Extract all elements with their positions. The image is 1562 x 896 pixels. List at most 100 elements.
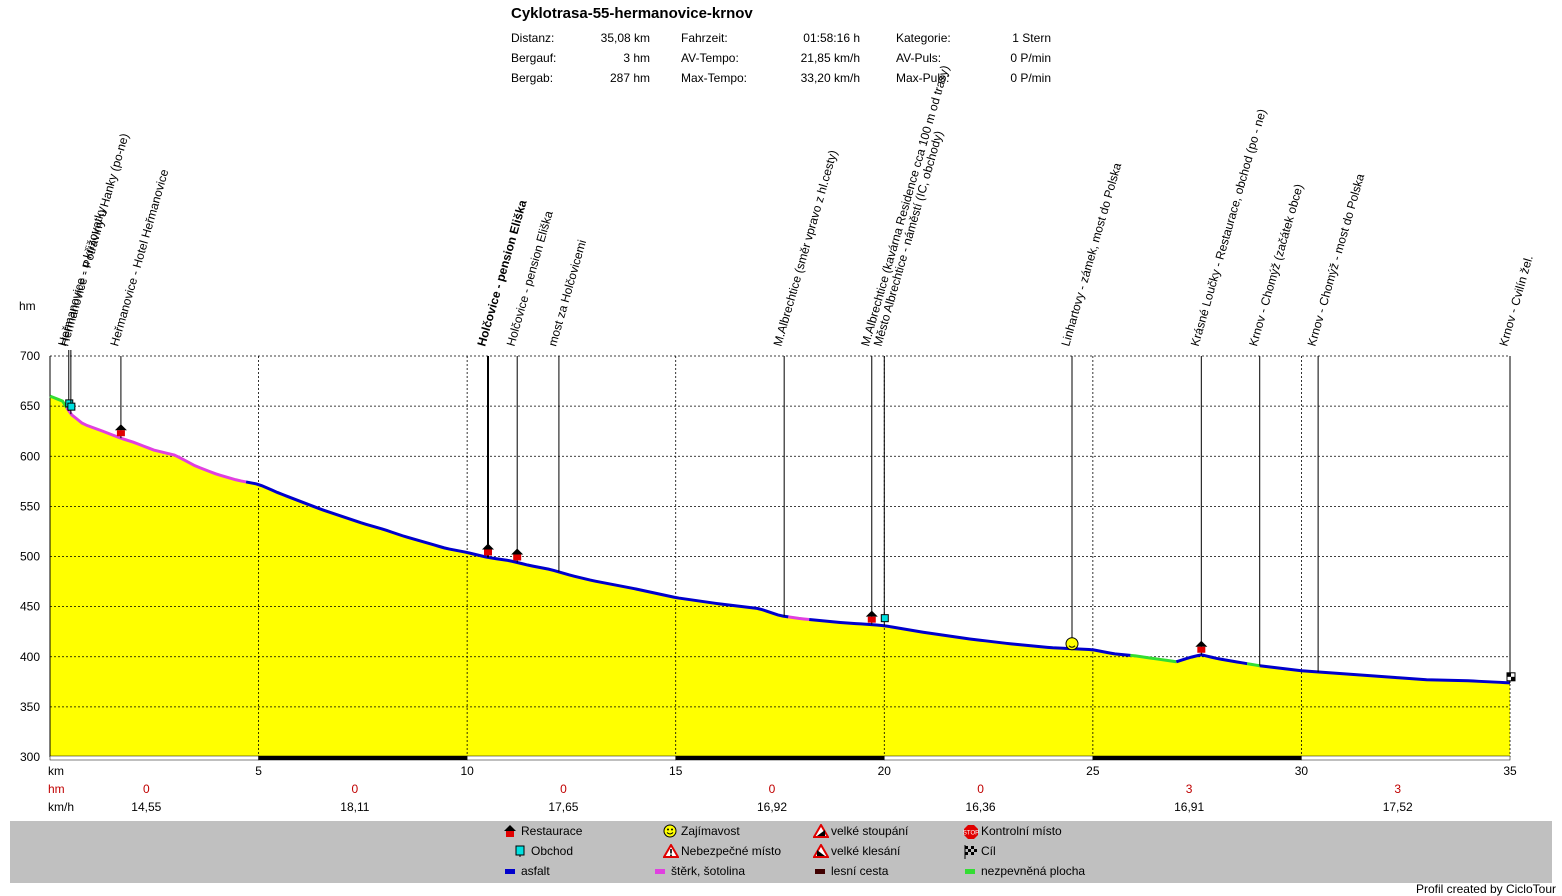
profile-line-segment: [809, 617, 1131, 657]
warning-icon: [663, 844, 679, 858]
segment-hm-value: 3: [1186, 782, 1193, 796]
segment-kmh-value: 17,65: [548, 800, 578, 814]
y-tick-label: 550: [20, 499, 40, 513]
segment-hm-value: 0: [143, 782, 150, 796]
y-tick-label: 350: [20, 700, 40, 714]
legend-item-unpaved: nezpevněná plocha: [965, 864, 1085, 878]
profile-line-segment: [1246, 662, 1260, 668]
y-tick-label: 700: [20, 349, 40, 363]
shop-icon-body: [880, 614, 889, 623]
legend-item-gravel: štěrk, šotolina: [655, 864, 745, 878]
stat-label-avg-pulse: AV-Puls:: [896, 51, 942, 65]
hm-row-label: hm: [48, 782, 65, 796]
restaurant-icon-roof: [114, 424, 127, 431]
kmh-row-label: km/h: [48, 800, 74, 814]
restaurant-icon-roof: [865, 610, 878, 617]
x-axis-label: km: [48, 764, 64, 778]
profile-line-segment: [1130, 653, 1177, 664]
segment-kmh-value: 16,92: [757, 800, 787, 814]
profile-line-segment: [65, 406, 247, 484]
smiley-icon-face: [1065, 637, 1079, 651]
legend-item-asphalt: asfalt: [505, 864, 550, 878]
waypoint-label: Krnov - Chomýž - most do Polska: [1305, 172, 1368, 348]
steep-climb-icon: [813, 824, 829, 838]
stat-value-max-speed: 33,20 km/h: [800, 71, 860, 85]
restaurace-marker-icon: [865, 610, 878, 623]
steep-descent-icon: [813, 844, 829, 858]
stop-sign-icon: STOP: [963, 825, 979, 839]
zajímavost-marker-icon: [1065, 637, 1079, 651]
waypoint-label: Linhartovy - zámek, most do Polska: [1058, 161, 1124, 348]
x-tick-label: 10: [460, 764, 474, 778]
restaurace-marker-icon: [1195, 640, 1208, 653]
restaurace-marker-icon: [482, 543, 494, 556]
segment-kmh-value: 18,11: [340, 800, 369, 814]
finish-flag-check: [1511, 676, 1515, 681]
waypoint-label: Krnov - Cvilín žel.: [1496, 254, 1535, 348]
y-tick-label: 600: [20, 449, 40, 463]
finish-flag-check: [1507, 672, 1511, 677]
restaurant-icon-roof: [511, 548, 524, 555]
legend-item-finish: Cíl: [964, 844, 996, 859]
segment-hm-value: 3: [1394, 782, 1401, 796]
x-tick-label: 20: [878, 764, 892, 778]
legend-item-steep-descent: velké klesání: [813, 844, 900, 858]
profile-line-segment: [788, 615, 810, 621]
waypoint-label: Krnov - Chomýž (začátek obce): [1246, 182, 1306, 347]
legend-item-restaurant: Restaurace: [504, 824, 582, 838]
restaurant-icon: [504, 825, 516, 837]
segment-hm-value: 0: [352, 782, 359, 796]
stat-label-category: Kategorie:: [896, 31, 951, 45]
restaurant-icon-roof: [482, 543, 494, 550]
obchod-marker-icon: [880, 614, 889, 623]
profile-line-segment: [1259, 664, 1511, 685]
restaurant-icon-body: [1197, 646, 1206, 653]
segment-kmh-value: 16,91: [1174, 800, 1204, 814]
smiley-icon-mouth: [1068, 645, 1076, 648]
chart-title: Cyklotrasa-55-hermanovice-krnov: [511, 5, 753, 22]
restaurant-icon-body: [867, 616, 876, 623]
waypoint-label: Heřmanovice - Hotel Heřmanovice: [107, 167, 171, 347]
y-tick-label: 400: [20, 650, 40, 664]
restaurant-icon-body: [116, 430, 125, 437]
shop-icon: [515, 845, 525, 857]
stat-label-avg-speed: AV-Tempo:: [681, 51, 739, 65]
stat-label-distance: Distanz:: [511, 31, 555, 45]
legend-item-shop: Obchod: [515, 844, 573, 858]
stat-label-max-speed: Max-Tempo:: [681, 71, 748, 85]
y-axis-label: hm: [19, 299, 36, 313]
segment-bar: [466, 755, 676, 761]
stat-value-max-pulse: 0 P/min: [1010, 71, 1051, 85]
legend-item-sight: Zajímavost: [663, 824, 740, 838]
x-tick-label: 35: [1503, 764, 1517, 778]
segment-kmh-value: 14,55: [131, 800, 161, 814]
stat-label-descent: Bergab:: [511, 71, 554, 85]
stat-value-distance: 35,08 km: [600, 31, 650, 45]
swatch-gravel: [655, 869, 665, 874]
waypoint-label: Město Albrechtice - náměstí (IC, obchody…: [871, 129, 946, 348]
elevation-area: [50, 396, 1510, 757]
segment-bar: [258, 755, 468, 761]
restaurant-icon-body: [484, 549, 492, 556]
stat-value-category: 1 Stern: [1012, 31, 1051, 45]
segment-bar: [49, 755, 259, 761]
legend-item-danger: Nebezpečné místo: [663, 844, 781, 858]
segment-hm-value: 0: [769, 782, 776, 796]
finish-flag-icon: [964, 845, 977, 859]
restaurant-icon-roof: [1195, 640, 1208, 647]
waypoint-label: most za Holčovicemi: [545, 238, 589, 348]
x-tick-label: 15: [669, 764, 683, 778]
x-tick-label: 30: [1295, 764, 1309, 778]
legend-item-checkpoint: STOP Kontrolní místo: [963, 824, 1062, 839]
credit-text: Profil created by CicloTour: [1415, 882, 1556, 896]
y-tick-label: 450: [20, 600, 40, 614]
restaurace-marker-icon: [114, 424, 127, 437]
x-tick-label: 5: [255, 764, 262, 778]
waypoint-label: M.Albrechtice (kavárna Residence cca 100…: [858, 64, 952, 348]
obchod-marker-icon: [67, 402, 76, 411]
shop-icon-body: [67, 402, 76, 411]
segment-hm-value: 0: [977, 782, 984, 796]
restaurace-marker-icon: [511, 548, 524, 561]
legend-item-forest-road: lesní cesta: [815, 864, 888, 878]
restaurant-icon-body: [513, 554, 522, 561]
